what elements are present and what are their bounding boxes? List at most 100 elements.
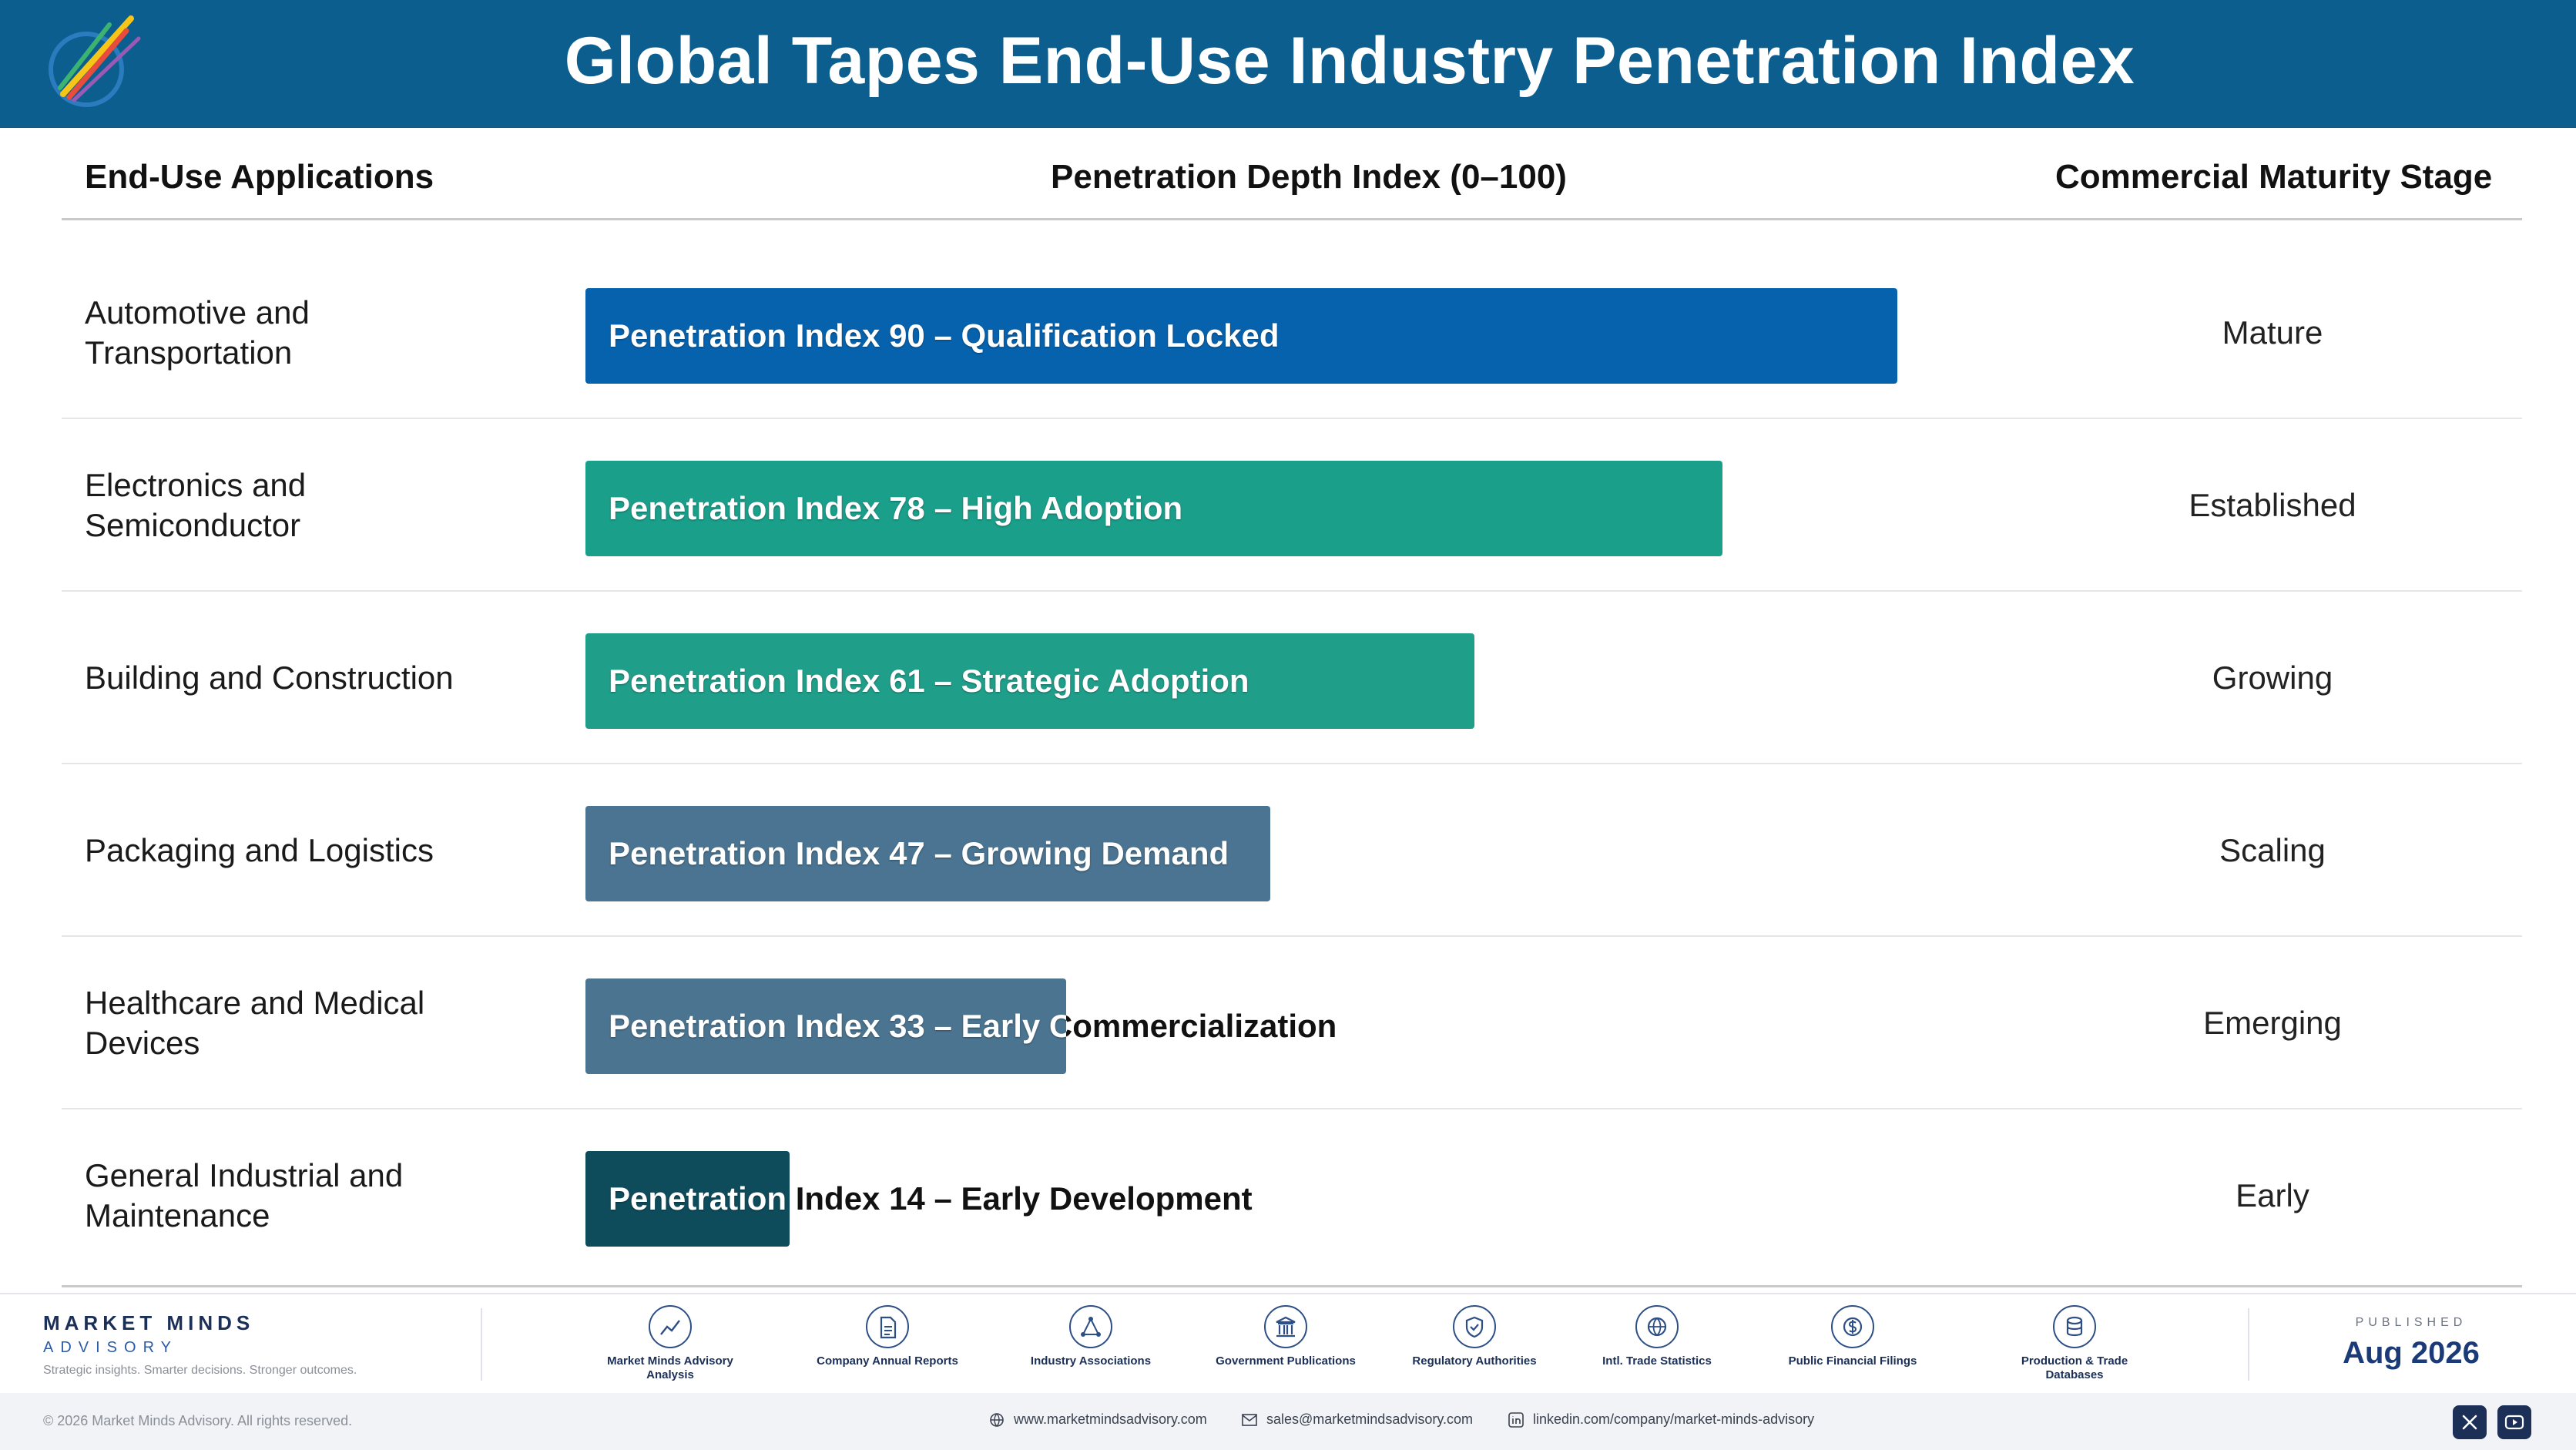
penetration-bar (585, 806, 1270, 901)
bar-data-label: Penetration Index 14 – Early Development (609, 1180, 1253, 1217)
building-icon (1264, 1305, 1307, 1348)
document-icon (866, 1305, 909, 1348)
page-title: Global Tapes End-Use Industry Penetratio… (564, 24, 2135, 98)
website-text: www.marketmindsadvisory.com (1014, 1411, 1207, 1427)
source-label: Intl. Trade Statistics (1602, 1354, 1712, 1368)
bar-data-label-overlay: Penetration Index 47 – Growing Demand (585, 806, 1270, 901)
penetration-bar (585, 288, 1897, 384)
chart-row: Healthcare and Medical Devices Penetratio… (0, 937, 2576, 1109)
bar-data-label-inner: Penetration Index 14 – Early Development (609, 1180, 790, 1217)
email-text: sales@marketmindsadvisory.com (1266, 1411, 1474, 1427)
row-divider (62, 418, 2522, 419)
chart-row: Building and Construction Penetration Ind… (0, 592, 2576, 764)
source-label: Production & Trade Databases (2021, 1354, 2128, 1381)
maturity-stage-label: Established (2189, 487, 2356, 523)
shield-icon (1453, 1305, 1496, 1348)
penetration-bar (585, 461, 1722, 556)
footer-bottom-band: © 2026 Market Minds Advisory. All rights… (0, 1393, 2576, 1450)
maturity-stage-label: Mature (2222, 314, 2323, 351)
x-social-button[interactable] (2453, 1405, 2487, 1439)
chart-row: Packaging and Logistics Penetration Index… (0, 764, 2576, 937)
table-bottom-divider (62, 1285, 2522, 1287)
brand-name: MARKET MINDS (43, 1311, 255, 1334)
globe-icon (1635, 1305, 1679, 1348)
website-link[interactable]: www.marketmindsadvisory.com (989, 1411, 1207, 1428)
youtube-social-button[interactable] (2497, 1405, 2531, 1439)
category-label: General Industrial and Maintenance (85, 1157, 404, 1234)
chart-row: General Industrial and Maintenance Penetr… (0, 1109, 2576, 1282)
bar-data-label-overlay: Penetration Index 78 – High Adoption (585, 461, 1722, 556)
category-label: Healthcare and Medical Devices (85, 985, 425, 1061)
bar-data-label-inner: Penetration Index 47 – Growing Demand (609, 835, 1229, 871)
penetration-bar (585, 978, 1066, 1074)
header-divider (62, 218, 2522, 220)
bar-data-label-overlay: Penetration Index 33 – Early Commerciali… (585, 978, 1066, 1074)
network-icon (1069, 1305, 1112, 1348)
source-item: Intl. Trade Statistics (1576, 1305, 1738, 1368)
bar-container: Penetration Index 90 – Qualification Loc… (585, 288, 2049, 384)
linkedin-text: linkedin.com/company/market-minds-adviso… (1533, 1411, 1815, 1427)
row-divider (62, 1108, 2522, 1109)
column-header-maturity-stage: Commercial Maturity Stage (2055, 158, 2493, 196)
bar-data-label-overlay: Penetration Index 61 – Strategic Adoptio… (585, 633, 1474, 729)
bar-data-label-inner: Penetration Index 90 – Qualification Loc… (609, 317, 1280, 354)
x-icon (2462, 1415, 2477, 1430)
maturity-stage-label: Emerging (2203, 1005, 2342, 1041)
bar-container: Penetration Index 61 – Strategic Adoptio… (585, 633, 2049, 729)
source-item: Public Financial Filings (1772, 1305, 1934, 1368)
source-label: Company Annual Reports (817, 1354, 958, 1368)
bar-data-label-inner: Penetration Index 78 – High Adoption (609, 490, 1183, 526)
row-divider (62, 935, 2522, 937)
source-label: Industry Associations (1030, 1354, 1152, 1368)
globe-icon (990, 1412, 1004, 1427)
linkedin-icon (1508, 1411, 1524, 1428)
bar-data-label: Penetration Index 61 – Strategic Adoptio… (609, 663, 1249, 699)
bar-data-label-overlay: Penetration Index 14 – Early Development (585, 1151, 790, 1247)
bar-data-label: Penetration Index 47 – Growing Demand (609, 835, 1229, 871)
brand-tagline: Strategic insights. Smarter decisions. S… (43, 1364, 357, 1377)
footer: MARKET MINDS ADVISORY Strategic insights… (0, 1293, 2576, 1450)
source-item: Government Publications (1205, 1305, 1367, 1368)
maturity-stage-label: Growing (2212, 660, 2333, 696)
bar-data-label: Penetration Index 78 – High Adoption (609, 490, 1183, 526)
row-divider (62, 763, 2522, 764)
bar-container: Penetration Index 33 – Early Commerciali… (585, 978, 2049, 1074)
chart-row: Automotive and Transportation Penetration… (0, 247, 2576, 419)
bar-data-label: Penetration Index 90 – Qualification Loc… (609, 317, 1280, 354)
bar-data-label-inner: Penetration Index 33 – Early Commerciali… (609, 1008, 1066, 1044)
source-item: Industry Associations (1010, 1305, 1172, 1368)
maturity-stage-label: Early (2236, 1177, 2309, 1213)
footer-divider (2248, 1308, 2249, 1381)
source-label: Market Minds Advisory Analysis (607, 1354, 733, 1381)
row-divider (62, 590, 2522, 592)
bar-container: Penetration Index 14 – Early Development… (585, 1151, 2049, 1247)
source-item: Company Annual Reports (807, 1305, 968, 1368)
copyright-text: © 2026 Market Minds Advisory. All rights… (43, 1413, 353, 1428)
bar-container: Penetration Index 78 – High Adoption Pene… (585, 461, 2049, 556)
chart-row: Electronics and Semiconductor Penetration… (0, 419, 2576, 592)
youtube-icon (2504, 1415, 2524, 1430)
email-link[interactable]: sales@marketmindsadvisory.com (1242, 1411, 1473, 1428)
linkedin-link[interactable]: linkedin.com/company/market-minds-adviso… (1508, 1411, 1814, 1428)
brand-subtitle: ADVISORY (43, 1339, 178, 1356)
category-label: Packaging and Logistics (85, 832, 434, 868)
mail-icon (1242, 1413, 1257, 1426)
bar-data-label: Penetration Index 33 – Early Commerciali… (609, 1008, 1337, 1044)
dollar-icon (1831, 1305, 1874, 1348)
bar-container: Penetration Index 47 – Growing Demand Pen… (585, 806, 2049, 901)
column-header-applications: End-Use Applications (85, 158, 434, 196)
penetration-bar (585, 1151, 790, 1247)
category-label: Electronics and Semiconductor (85, 467, 307, 543)
header-band: Global Tapes End-Use Industry Penetratio… (0, 0, 2576, 128)
source-item: Market Minds Advisory Analysis (589, 1305, 751, 1382)
source-label: Government Publications (1216, 1354, 1356, 1368)
category-label: Automotive and Transportation (85, 294, 310, 371)
chart-icon (649, 1305, 692, 1348)
source-label: Public Financial Filings (1788, 1354, 1917, 1368)
source-label: Regulatory Authorities (1412, 1354, 1537, 1368)
column-header-penetration-depth: Penetration Depth Index (0–100) (1051, 158, 1567, 196)
category-label: Building and Construction (85, 660, 454, 696)
bar-data-label-overlay: Penetration Index 90 – Qualification Loc… (585, 288, 1897, 384)
footer-divider (481, 1308, 482, 1381)
published-label: PUBLISHED (2355, 1316, 2467, 1329)
